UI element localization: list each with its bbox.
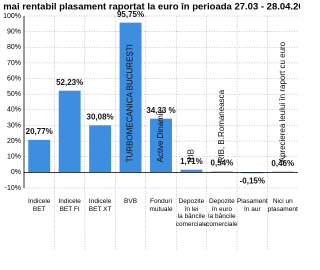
- x-tick-label: Indicele BET FI: [58, 198, 81, 213]
- x-tick-label: Fonduri mutuale: [149, 198, 173, 213]
- bar: [210, 171, 233, 173]
- x-tick-label: Indicele BET: [28, 198, 51, 213]
- bar: [180, 169, 203, 173]
- bar: [58, 90, 81, 173]
- y-tick-label: 30%: [7, 122, 21, 129]
- value-label: 0,46%: [271, 159, 294, 168]
- y-tick-label: 20%: [7, 138, 21, 145]
- x-tick-label: Nici un plasament: [267, 198, 298, 213]
- value-label: 0,54%: [211, 159, 234, 168]
- x-tick-label: Plasament în aur: [236, 198, 268, 213]
- bar-annotation: TURBOMECANICA BUCUREȘTI: [126, 44, 135, 162]
- bar: [241, 172, 264, 174]
- bar: [150, 118, 172, 173]
- x-tick-label: BVB: [124, 198, 138, 205]
- y-tick-label: 0%: [11, 169, 21, 176]
- y-tick-label: 70%: [7, 60, 21, 67]
- value-label: 52,23%: [56, 78, 83, 87]
- x-tick-label: Indicele BET XT: [88, 198, 112, 213]
- bar-annotation: Active Dinamic: [156, 109, 165, 162]
- chart: Cel mai rentabil plasament raportat la e…: [0, 2, 300, 250]
- x-tick-label: Depozite în lei la băncile comerciale: [175, 198, 208, 228]
- bar: [28, 139, 51, 173]
- y-tick-label: 50%: [7, 91, 21, 98]
- y-tick-label: -10%: [5, 185, 21, 192]
- value-label: 95,75%: [117, 10, 144, 19]
- value-label: -0,15%: [240, 176, 265, 185]
- page: Cel mai rentabil plasament raportat la e…: [0, 2, 300, 250]
- bar: [119, 22, 142, 173]
- y-tick-label: 60%: [7, 75, 21, 82]
- y-tick-label: 80%: [7, 44, 21, 51]
- x-tick-label: Depozite în euro la băncile comerciale: [206, 198, 238, 228]
- bar: [89, 125, 112, 173]
- bar-annotation: Aprecierea leului în raport cu euro: [278, 41, 287, 162]
- bar-annotation: RIB, B.Romaneasca: [217, 89, 226, 162]
- value-label: 34,33 %: [146, 106, 175, 115]
- y-tick-label: 90%: [7, 28, 21, 35]
- chart-title: Cel mai rentabil plasament raportat la e…: [0, 2, 300, 13]
- y-tick-label: 10%: [7, 154, 21, 161]
- bar-annotation: RIB: [187, 149, 196, 162]
- value-label: 1,71%: [180, 157, 203, 166]
- value-label: 20,77%: [26, 127, 53, 136]
- y-tick-label: 100%: [3, 13, 21, 20]
- y-tick-label: 40%: [7, 107, 21, 114]
- value-label: 30,08%: [87, 112, 114, 121]
